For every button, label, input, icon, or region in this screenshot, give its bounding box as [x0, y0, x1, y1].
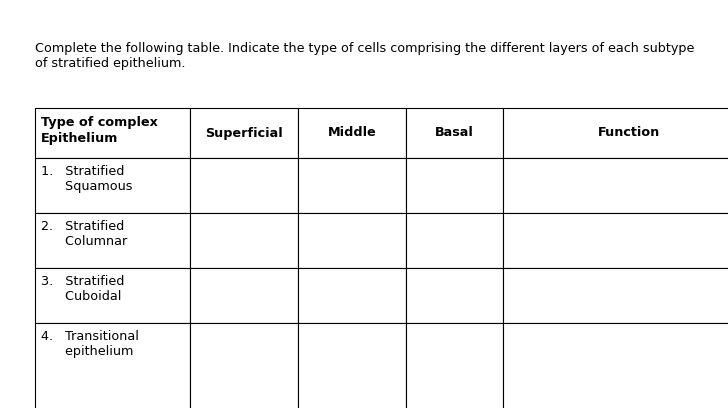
Bar [35, 268, 190, 323]
Text: Type of complex: Type of complex [41, 116, 158, 129]
Bar [190, 158, 298, 213]
Bar [298, 158, 406, 213]
Bar [503, 108, 728, 158]
Bar [406, 108, 503, 158]
Bar [35, 323, 190, 408]
Text: 3.   Stratified
      Cuboidal: 3. Stratified Cuboidal [41, 275, 124, 303]
Text: 1.   Stratified
      Squamous: 1. Stratified Squamous [41, 165, 132, 193]
Bar [503, 323, 728, 408]
Bar [503, 213, 728, 268]
Text: 2.   Stratified
      Columnar: 2. Stratified Columnar [41, 220, 127, 248]
Bar [406, 158, 503, 213]
Text: Epithelium: Epithelium [41, 132, 119, 145]
Bar [503, 158, 728, 213]
Bar [406, 268, 503, 323]
Bar [298, 213, 406, 268]
Text: Complete the following table. Indicate the type of cells comprising the differen: Complete the following table. Indicate t… [35, 42, 695, 70]
Bar [190, 323, 298, 408]
Text: Superficial: Superficial [205, 126, 283, 140]
Text: 4.   Transitional
      epithelium: 4. Transitional epithelium [41, 330, 139, 358]
Bar [298, 268, 406, 323]
Text: Basal: Basal [435, 126, 474, 140]
Bar [503, 268, 728, 323]
Bar [298, 323, 406, 408]
Bar [406, 323, 503, 408]
Bar [298, 108, 406, 158]
Bar [35, 213, 190, 268]
Bar [35, 158, 190, 213]
Bar [190, 268, 298, 323]
Bar [190, 108, 298, 158]
Text: Middle: Middle [328, 126, 376, 140]
Bar [35, 108, 190, 158]
Bar [190, 213, 298, 268]
Text: Function: Function [598, 126, 660, 140]
Bar [406, 213, 503, 268]
